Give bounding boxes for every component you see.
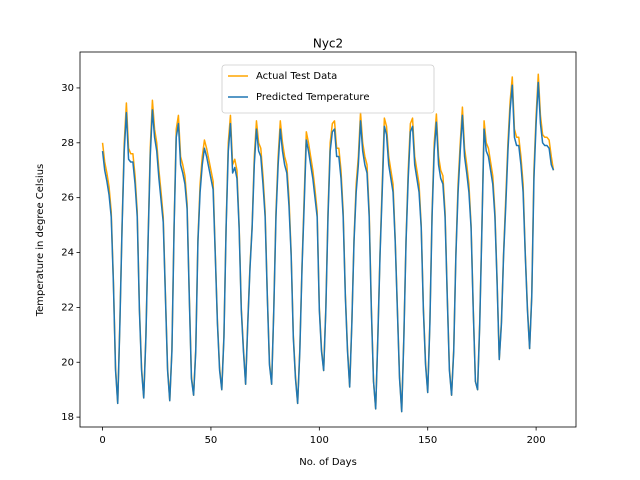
- x-tick-label: 200: [527, 435, 546, 446]
- legend-box: [221, 64, 435, 114]
- legend-label: Actual Test Data: [256, 71, 337, 82]
- x-axis-label: No. of Days: [299, 457, 357, 468]
- x-tick-label: 150: [418, 435, 437, 446]
- y-tick-label: 20: [61, 357, 74, 368]
- y-tick-label: 28: [61, 138, 74, 149]
- legend: Actual Test Data Predicted Temperature: [221, 64, 435, 114]
- chart-title: Nyc2: [313, 37, 343, 51]
- axes-frame: [79, 51, 577, 428]
- y-tick-label: 18: [61, 412, 74, 423]
- y-axis-label: Temperature in degree Celsius: [35, 164, 46, 318]
- x-tick-label: 100: [310, 435, 329, 446]
- x-tick-label: 50: [205, 435, 218, 446]
- y-tick-label: 24: [61, 248, 74, 259]
- y-tick-label: 30: [61, 83, 74, 94]
- legend-label: Predicted Temperature: [256, 92, 369, 103]
- y-tick-label: 26: [61, 193, 74, 204]
- data-line: [101, 81, 555, 413]
- x-tick-label: 0: [99, 435, 105, 446]
- y-tick-label: 22: [61, 302, 74, 313]
